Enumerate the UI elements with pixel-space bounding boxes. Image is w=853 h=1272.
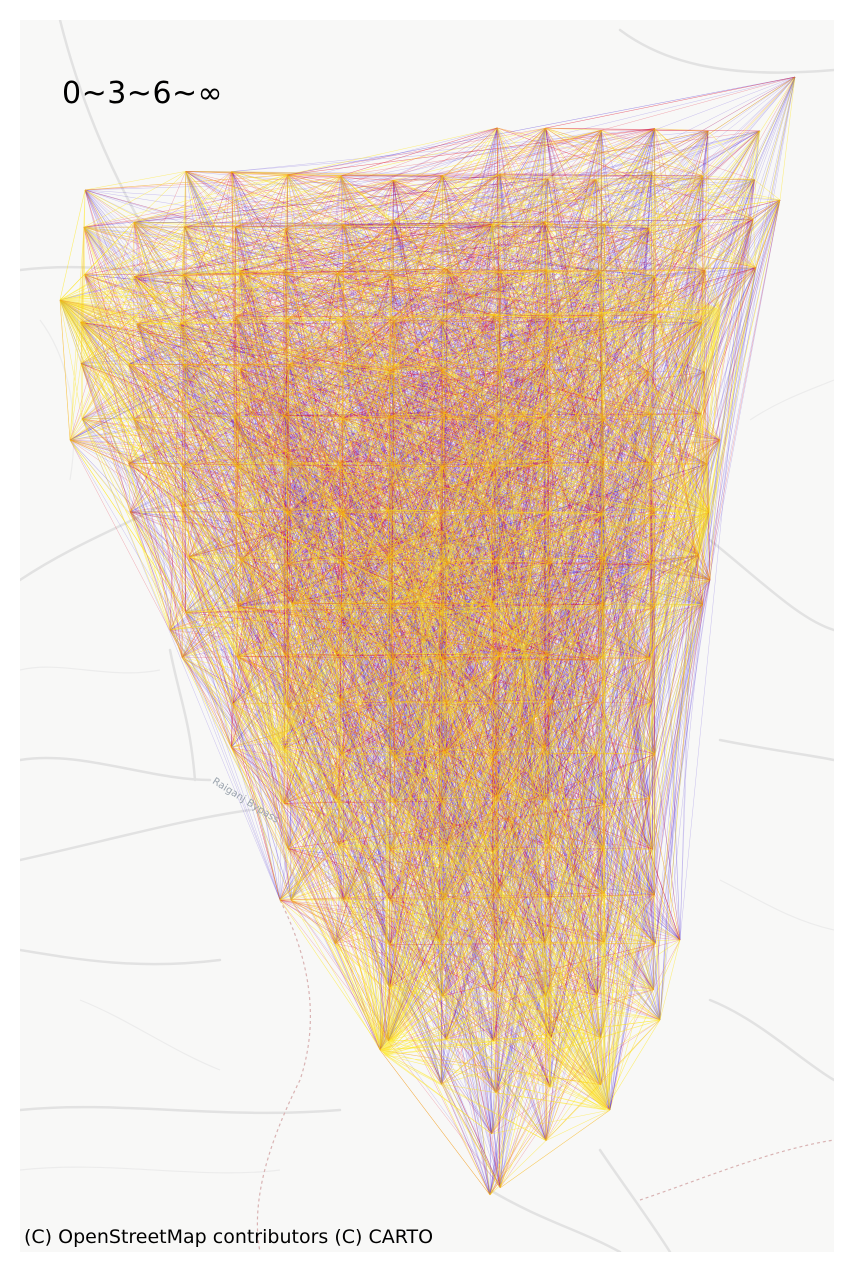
legend-title: 0~3~6~∞	[62, 76, 224, 111]
flow-hubs	[59, 128, 781, 1196]
basemap-rail	[256, 899, 834, 1252]
basemap	[20, 20, 834, 1252]
map-frame[interactable]: Raiganj Bypass	[20, 20, 834, 1252]
attribution-text: (C) OpenStreetMap contributors (C) CARTO	[24, 1226, 434, 1248]
od-network	[59, 76, 796, 1196]
basemap-roads	[20, 20, 834, 1252]
basemap-minor-roads	[20, 319, 834, 1174]
